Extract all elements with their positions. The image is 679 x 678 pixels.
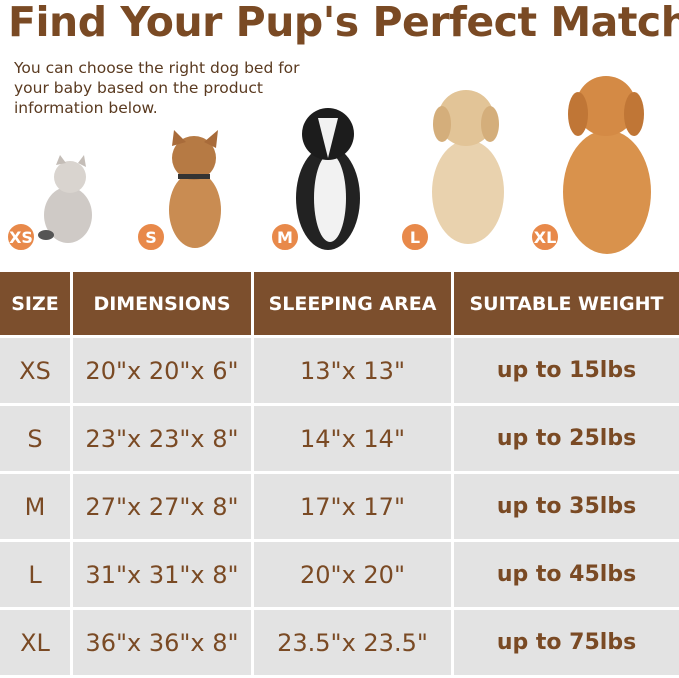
subtitle: You can choose the right dog bed for you… <box>14 59 300 117</box>
table-row: XS 20"x 20"x 6" 13"x 13" up to 15lbs <box>0 338 679 403</box>
weight-cell: up to 25lbs <box>454 406 679 471</box>
table-row: S 23"x 23"x 8" 14"x 14" up to 25lbs <box>0 406 679 471</box>
dimensions-cell: 20"x 20"x 6" <box>73 338 251 403</box>
dimensions-cell: 36"x 36"x 8" <box>73 610 251 675</box>
dimensions-cell: 31"x 31"x 8" <box>73 542 251 607</box>
size-badge-l: L <box>400 222 430 252</box>
dimensions-cell: 23"x 23"x 8" <box>73 406 251 471</box>
golden-retriever-xl-image <box>563 76 651 254</box>
size-cell: XS <box>0 338 70 403</box>
cat-image <box>38 155 92 243</box>
border-collie-image <box>296 108 360 250</box>
weight-cell: up to 75lbs <box>454 610 679 675</box>
header-sleeping-area: SLEEPING AREA <box>254 272 451 335</box>
table-header-row: SIZE DIMENSIONS SLEEPING AREA SUITABLE W… <box>0 272 679 335</box>
weight-cell: up to 35lbs <box>454 474 679 539</box>
french-bulldog-image <box>169 130 221 248</box>
size-cell: L <box>0 542 70 607</box>
sleeping-area-cell: 17"x 17" <box>254 474 451 539</box>
table-row: L 31"x 31"x 8" 20"x 20" up to 45lbs <box>0 542 679 607</box>
page-title: Find Your Pup's Perfect Match <box>8 0 679 46</box>
header-dimensions: DIMENSIONS <box>73 272 251 335</box>
sleeping-area-cell: 13"x 13" <box>254 338 451 403</box>
sleeping-area-cell: 20"x 20" <box>254 542 451 607</box>
golden-retriever-l-image <box>432 90 504 244</box>
weight-cell: up to 45lbs <box>454 542 679 607</box>
size-cell: S <box>0 406 70 471</box>
size-cell: XL <box>0 610 70 675</box>
header-suitable-weight: SUITABLE WEIGHT <box>454 272 679 335</box>
sleeping-area-cell: 23.5"x 23.5" <box>254 610 451 675</box>
table-row: XL 36"x 36"x 8" 23.5"x 23.5" up to 75lbs <box>0 610 679 675</box>
header-size: SIZE <box>0 272 70 335</box>
weight-cell: up to 15lbs <box>454 338 679 403</box>
size-cell: M <box>0 474 70 539</box>
size-badge-s: S <box>136 222 166 252</box>
size-chart-table: SIZE DIMENSIONS SLEEPING AREA SUITABLE W… <box>0 272 679 678</box>
sleeping-area-cell: 14"x 14" <box>254 406 451 471</box>
size-badge-xl: XL <box>530 222 560 252</box>
size-badge-m: M <box>270 222 300 252</box>
table-row: M 27"x 27"x 8" 17"x 17" up to 35lbs <box>0 474 679 539</box>
size-badge-xs: XS <box>6 222 36 252</box>
dimensions-cell: 27"x 27"x 8" <box>73 474 251 539</box>
